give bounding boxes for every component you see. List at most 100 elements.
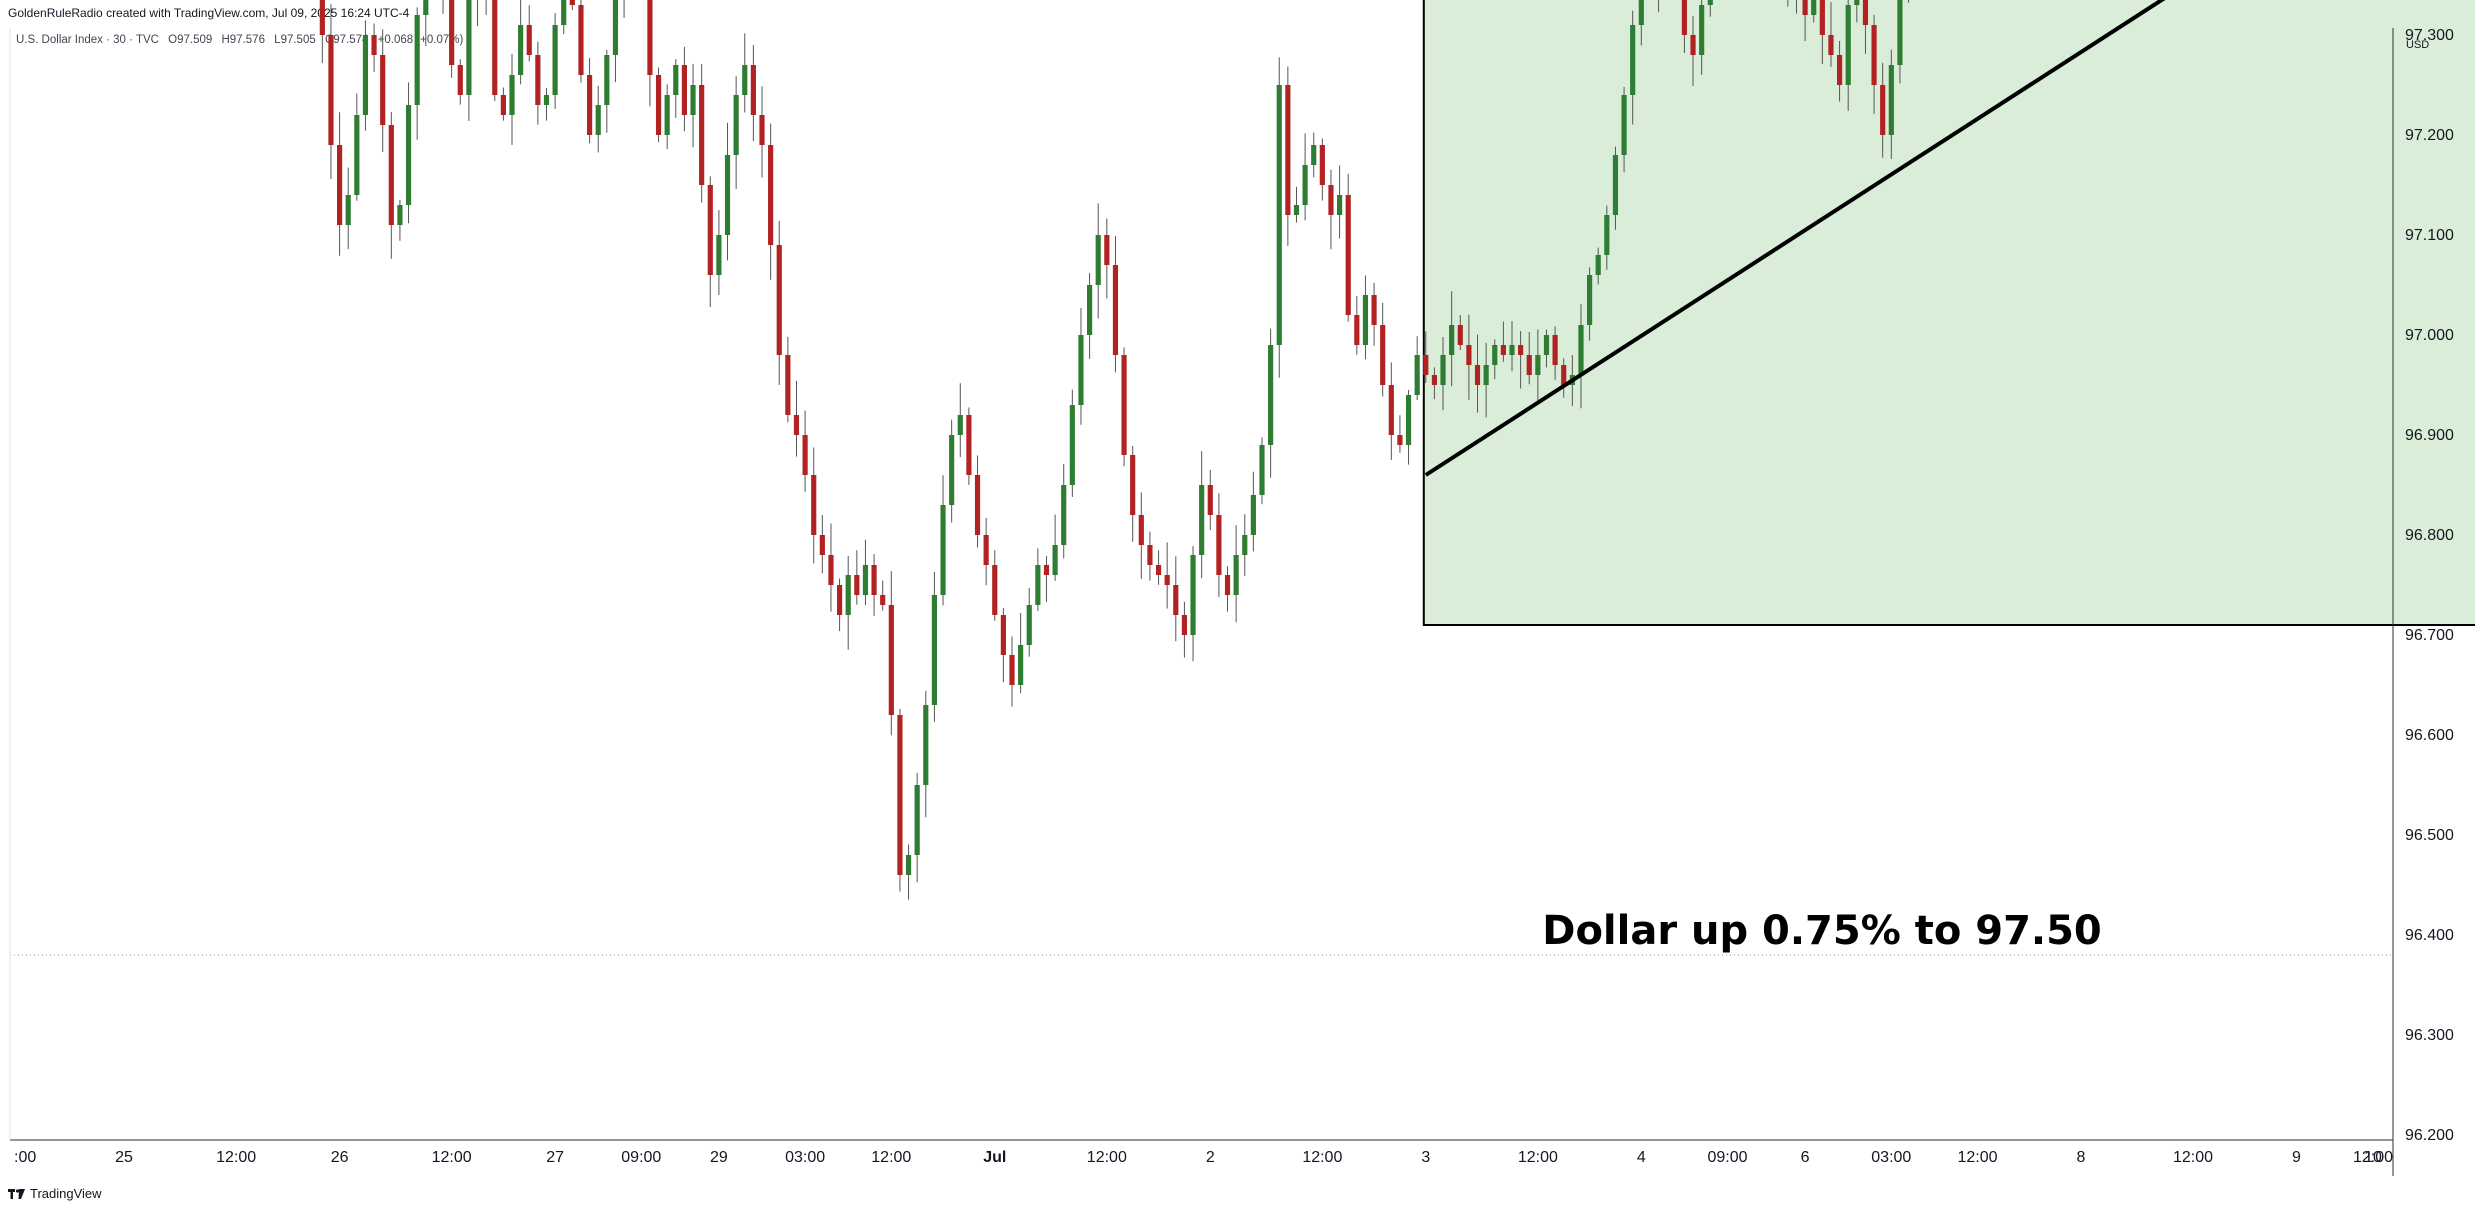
candle-body <box>1612 155 1619 215</box>
candle-body <box>561 0 567 25</box>
x-tick-label: 03:00 <box>1871 1149 1911 1166</box>
candle <box>1587 267 1593 341</box>
symbol-name[interactable]: U.S. Dollar Index · 30 · TVC <box>16 34 159 46</box>
candle <box>1604 205 1610 270</box>
candle <box>759 86 765 178</box>
x-tick-label: 12:00 <box>2353 1149 2393 1166</box>
candle-body <box>647 0 653 75</box>
candle <box>1138 492 1144 579</box>
y-tick-label: 96.400 <box>2405 927 2454 944</box>
candle <box>569 0 575 11</box>
candle <box>1466 314 1472 400</box>
candle <box>1690 16 1696 86</box>
candle <box>1207 469 1213 531</box>
x-tick-label: 4 <box>1637 1149 1646 1166</box>
candle <box>664 84 670 150</box>
candle <box>1423 331 1429 383</box>
candle-body <box>1630 25 1636 95</box>
candle-body <box>655 75 662 135</box>
candle-body <box>1854 0 1860 5</box>
candle-body <box>828 555 834 585</box>
tradingview-logo[interactable]: TradingView <box>8 1186 102 1201</box>
candle-body <box>957 415 963 435</box>
candle <box>1371 282 1377 346</box>
candle <box>854 550 860 605</box>
x-tick-label: 29 <box>710 1149 728 1166</box>
candle <box>457 59 463 105</box>
x-tick-label: 9 <box>2292 1149 2301 1166</box>
candle-body <box>1009 655 1015 685</box>
candle <box>595 85 601 153</box>
candle <box>1552 326 1558 380</box>
candle <box>940 475 946 606</box>
candle <box>699 64 705 203</box>
candle-body <box>405 105 412 205</box>
candle <box>1337 165 1343 239</box>
candle <box>552 13 558 109</box>
candle <box>526 5 532 62</box>
candle <box>837 578 843 632</box>
x-tick-label: 12:00 <box>1957 1149 1997 1166</box>
candle-body <box>388 125 394 225</box>
candle <box>1259 437 1265 505</box>
candle-body <box>966 415 972 475</box>
candle <box>1854 0 1860 23</box>
candle-body <box>1052 545 1058 575</box>
y-tick-label: 96.300 <box>2405 1027 2454 1044</box>
candle <box>802 410 808 492</box>
candle-body <box>1164 575 1170 585</box>
candle <box>1380 302 1386 397</box>
candle <box>1837 40 1843 102</box>
candle-body <box>397 205 403 225</box>
x-tick-label: 12:00 <box>1518 1149 1558 1166</box>
x-tick-label: :00 <box>14 1149 36 1166</box>
candle <box>1802 0 1808 42</box>
candle <box>1268 328 1274 478</box>
ohlc-open: O97.509 <box>168 34 213 46</box>
candle <box>1345 173 1351 322</box>
candle <box>423 0 429 47</box>
candle-body <box>759 115 765 145</box>
candle <box>1707 0 1713 17</box>
x-tick-label: 03:00 <box>785 1149 825 1166</box>
candle-body <box>1837 55 1843 85</box>
candle <box>319 0 325 63</box>
candle-body <box>1638 0 1644 25</box>
candle-body <box>1595 255 1601 275</box>
candle-body <box>1828 35 1834 55</box>
candle <box>1819 0 1825 64</box>
candle-body <box>371 35 377 55</box>
candle-body <box>612 0 619 55</box>
candle-body <box>1285 85 1291 215</box>
candle <box>1595 247 1601 285</box>
y-tick-label: 96.600 <box>2405 727 2454 744</box>
candle-body <box>604 55 610 105</box>
candle-body <box>845 575 851 615</box>
x-tick-label: 12:00 <box>1087 1149 1127 1166</box>
candle-body <box>1155 565 1162 575</box>
candle <box>655 67 662 143</box>
y-tick-label: 97.100 <box>2405 227 2454 244</box>
candle-body <box>535 55 541 105</box>
candle <box>647 0 653 107</box>
candle <box>388 111 394 259</box>
x-tick-label: 12:00 <box>1302 1149 1342 1166</box>
candle <box>477 0 479 27</box>
candle-body <box>1707 0 1713 5</box>
candle <box>371 23 377 72</box>
candle <box>1087 273 1093 359</box>
candle <box>776 220 782 385</box>
highlight-box <box>1422 0 2475 626</box>
candle-body <box>923 705 929 785</box>
candle <box>966 407 972 485</box>
candle-body <box>1078 335 1084 405</box>
candle-body <box>1871 25 1877 85</box>
candle-body <box>1690 35 1696 55</box>
candle-body <box>1897 0 1903 65</box>
ohlc-change: +0.068 (+0.07%) <box>377 34 464 46</box>
candle-body <box>1276 85 1282 345</box>
candle <box>862 539 869 606</box>
candle-body <box>1500 345 1506 355</box>
x-tick-label: 10 <box>2364 1149 2382 1166</box>
